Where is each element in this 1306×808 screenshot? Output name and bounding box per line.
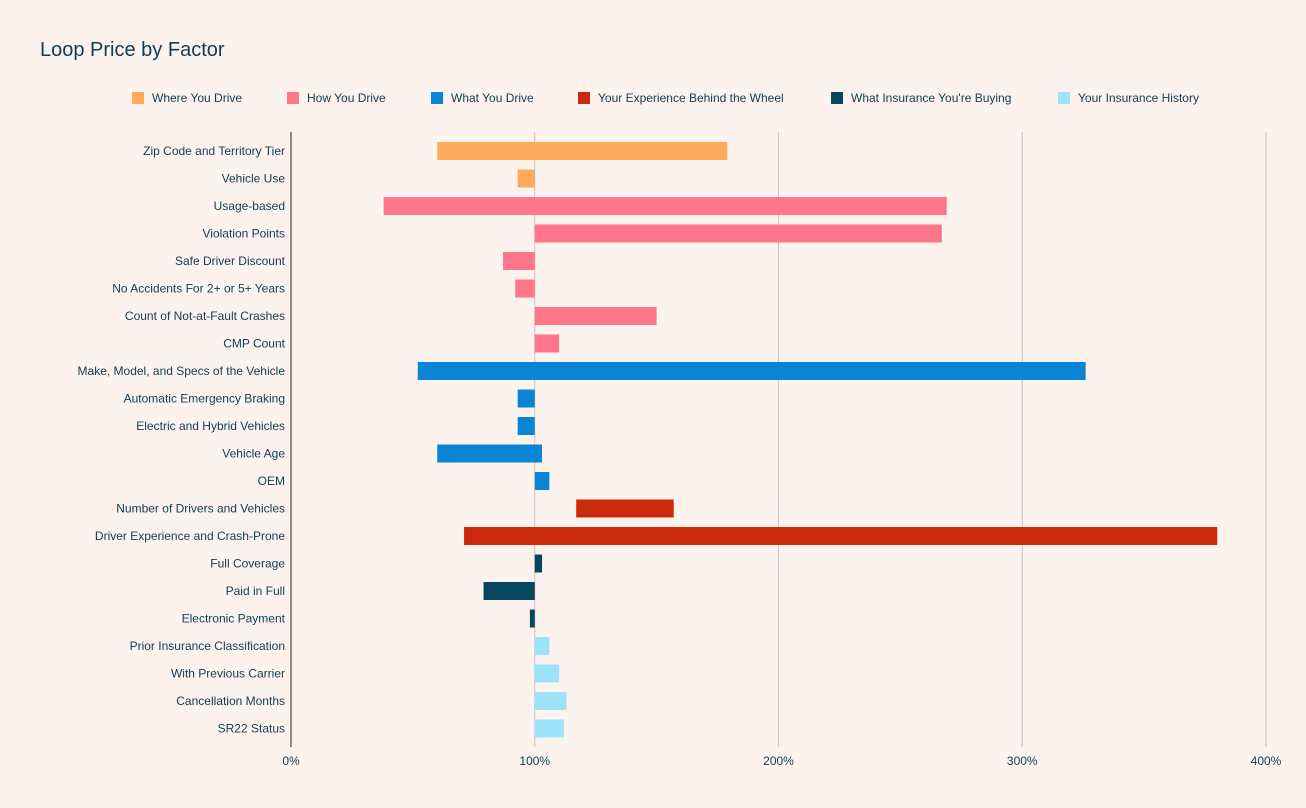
bar-13[interactable] [576, 499, 674, 518]
category-label: Full Coverage [210, 557, 285, 571]
x-tick-label: 100% [519, 754, 550, 768]
category-label: With Previous Carrier [171, 667, 285, 681]
category-label: No Accidents For 2+ or 5+ Years [112, 282, 285, 296]
category-label: Make, Model, and Specs of the Vehicle [78, 364, 286, 378]
chart-title: Loop Price by Factor [40, 39, 225, 61]
legend-label: How You Drive [307, 91, 386, 105]
bar-0[interactable] [437, 142, 728, 160]
legend-item[interactable]: Where You Drive [132, 88, 242, 108]
category-label: Cancellation Months [176, 694, 285, 708]
bar-1[interactable] [517, 169, 535, 188]
legend-item[interactable]: Your Insurance History [1058, 88, 1199, 108]
bar-12[interactable] [534, 472, 550, 490]
legend-swatch [831, 92, 843, 104]
bar-19[interactable] [534, 664, 560, 683]
legend-swatch [1058, 92, 1070, 104]
x-tick-label: 300% [1007, 754, 1038, 768]
category-label: Safe Driver Discount [175, 254, 286, 268]
category-label: Driver Experience and Crash-Prone [95, 529, 285, 543]
legend-item[interactable]: What Insurance You're Buying [831, 88, 1011, 108]
bar-16[interactable] [483, 582, 535, 600]
bar-7[interactable] [534, 334, 560, 353]
legend-label: Your Experience Behind the Wheel [598, 91, 784, 105]
category-label: OEM [258, 474, 285, 488]
legend-item[interactable]: Your Experience Behind the Wheel [578, 88, 784, 108]
bar-9[interactable] [517, 389, 535, 408]
category-label: Zip Code and Territory Tier [143, 144, 285, 158]
legend-label: Where You Drive [152, 91, 243, 105]
category-label: Number of Drivers and Vehicles [116, 502, 285, 516]
legend-label: What You Drive [451, 91, 534, 105]
bar-14[interactable] [464, 527, 1218, 545]
category-label: Prior Insurance Classification [130, 639, 285, 653]
x-tick-label: 0% [282, 754, 300, 768]
bar-10[interactable] [517, 417, 535, 435]
category-label: Violation Points [203, 227, 286, 241]
bar-4[interactable] [503, 252, 535, 270]
legend: Where You Drive How You Drive What You Dri… [0, 88, 1306, 108]
legend-label: Your Insurance History [1078, 91, 1199, 105]
legend-label: What Insurance You're Buying [851, 91, 1012, 105]
bar-17[interactable] [529, 609, 535, 628]
legend-swatch [578, 92, 590, 104]
x-tick-label: 200% [763, 754, 794, 768]
bar-3[interactable] [534, 224, 942, 243]
bar-21[interactable] [534, 719, 564, 738]
category-label: Vehicle Age [222, 447, 285, 461]
bar-8[interactable] [417, 362, 1086, 380]
category-label: CMP Count [223, 337, 285, 351]
category-label: Vehicle Use [222, 172, 286, 186]
bar-5[interactable] [515, 279, 535, 298]
bar-15[interactable] [534, 554, 543, 573]
bar-11[interactable] [437, 444, 543, 463]
legend-item[interactable]: What You Drive [431, 88, 534, 108]
category-label: Automatic Emergency Braking [124, 392, 285, 406]
bar-20[interactable] [534, 692, 567, 710]
legend-swatch [431, 92, 443, 104]
category-label: Paid in Full [226, 584, 285, 598]
legend-item[interactable]: How You Drive [287, 88, 386, 108]
bar-6[interactable] [534, 307, 657, 325]
legend-swatch [287, 92, 299, 104]
legend-swatch [132, 92, 144, 104]
category-label: Usage-based [214, 199, 285, 213]
bar-18[interactable] [534, 637, 550, 655]
category-label: Electric and Hybrid Vehicles [136, 419, 285, 433]
category-label: Count of Not-at-Fault Crashes [125, 309, 285, 323]
bar-2[interactable] [383, 197, 947, 215]
category-label: Electronic Payment [182, 612, 286, 626]
category-label: SR22 Status [218, 722, 285, 736]
x-tick-label: 400% [1251, 754, 1282, 768]
